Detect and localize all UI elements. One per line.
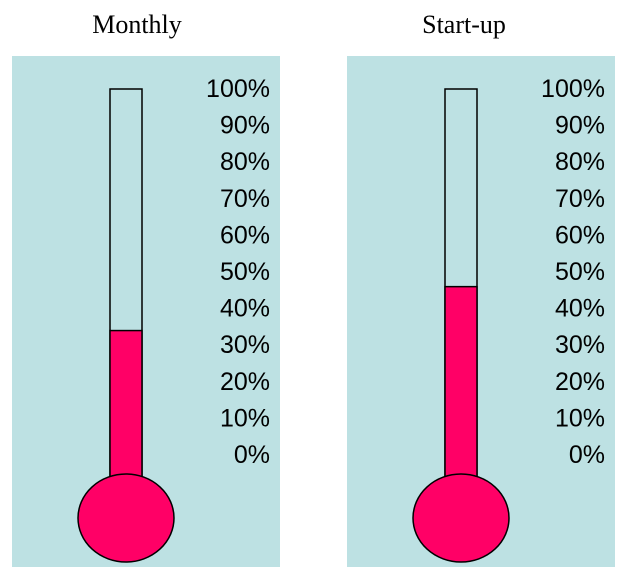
monthly-scale-label: 40% [220,295,270,323]
monthly-scale-label: 20% [220,368,270,396]
monthly-scale-label: 70% [220,185,270,213]
startup-mercury-column [444,285,478,483]
startup-scale-label: 30% [555,331,605,359]
monthly-scale-label: 50% [220,258,270,286]
monthly-scale-label: 90% [220,112,270,140]
monthly-gauge: Monthly 100% 90% 80% 70% 60% 50% 40% 30% 20% 10% 0… [0,0,280,569]
startup-scale-label: 20% [555,368,605,396]
monthly-scale-label: 10% [220,404,270,432]
monthly-scale-label: 100% [206,75,270,103]
startup-scale-label: 50% [555,258,605,286]
monthly-scale-label: 80% [220,148,270,176]
startup-scale-label: 60% [555,221,605,249]
startup-scale-label: 10% [555,404,605,432]
startup-gauge-title: Start-up [422,10,506,39]
monthly-thermometer-bulb [77,473,175,563]
startup-scale-label: 0% [569,441,605,469]
monthly-gauge-title: Monthly [92,10,182,39]
startup-scale-label: 70% [555,185,605,213]
startup-scale-label: 80% [555,148,605,176]
monthly-scale-label: 30% [220,331,270,359]
startup-scale-label: 100% [541,75,605,103]
monthly-scale-label: 60% [220,221,270,249]
startup-gauge: Start-up 100% 90% 80% 70% 60% 50% 40% 30% 20% 10%… [335,0,615,569]
monthly-thermometer-chart: 100% 90% 80% 70% 60% 50% 40% 30% 20% 10% 0% [12,56,280,567]
monthly-mercury-column [109,329,143,483]
startup-scale-label: 40% [555,295,605,323]
startup-thermometer-chart: 100% 90% 80% 70% 60% 50% 40% 30% 20% 10% 0% [347,56,615,567]
startup-thermometer-bulb [412,473,510,563]
monthly-scale-label: 0% [234,441,270,469]
startup-scale-label: 90% [555,112,605,140]
